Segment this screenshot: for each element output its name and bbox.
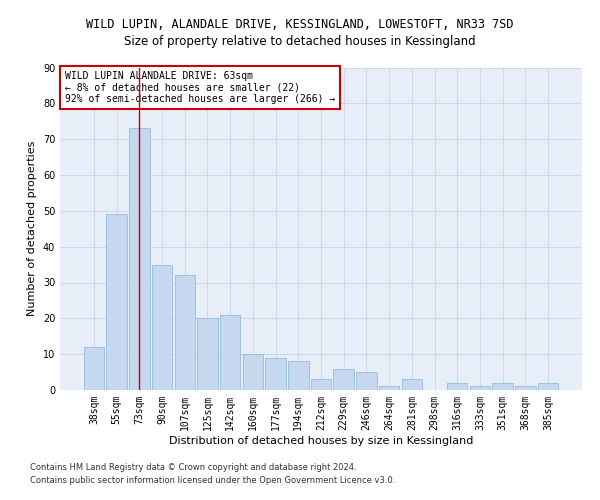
- Bar: [356, 372, 377, 390]
- Bar: [152, 264, 172, 390]
- Bar: [447, 383, 467, 390]
- Bar: [334, 368, 354, 390]
- Bar: [242, 354, 263, 390]
- Bar: [106, 214, 127, 390]
- Text: Contains public sector information licensed under the Open Government Licence v3: Contains public sector information licen…: [30, 476, 395, 485]
- X-axis label: Distribution of detached houses by size in Kessingland: Distribution of detached houses by size …: [169, 436, 473, 446]
- Bar: [379, 386, 400, 390]
- Bar: [538, 383, 558, 390]
- Bar: [84, 347, 104, 390]
- Bar: [175, 276, 195, 390]
- Bar: [470, 386, 490, 390]
- Text: WILD LUPIN, ALANDALE DRIVE, KESSINGLAND, LOWESTOFT, NR33 7SD: WILD LUPIN, ALANDALE DRIVE, KESSINGLAND,…: [86, 18, 514, 30]
- Bar: [288, 362, 308, 390]
- Bar: [220, 315, 241, 390]
- Text: Size of property relative to detached houses in Kessingland: Size of property relative to detached ho…: [124, 35, 476, 48]
- Bar: [265, 358, 286, 390]
- Y-axis label: Number of detached properties: Number of detached properties: [27, 141, 37, 316]
- Bar: [311, 380, 331, 390]
- Bar: [401, 380, 422, 390]
- Bar: [515, 386, 536, 390]
- Text: Contains HM Land Registry data © Crown copyright and database right 2024.: Contains HM Land Registry data © Crown c…: [30, 464, 356, 472]
- Bar: [197, 318, 218, 390]
- Text: WILD LUPIN ALANDALE DRIVE: 63sqm
← 8% of detached houses are smaller (22)
92% of: WILD LUPIN ALANDALE DRIVE: 63sqm ← 8% of…: [65, 70, 335, 104]
- Bar: [129, 128, 149, 390]
- Bar: [493, 383, 513, 390]
